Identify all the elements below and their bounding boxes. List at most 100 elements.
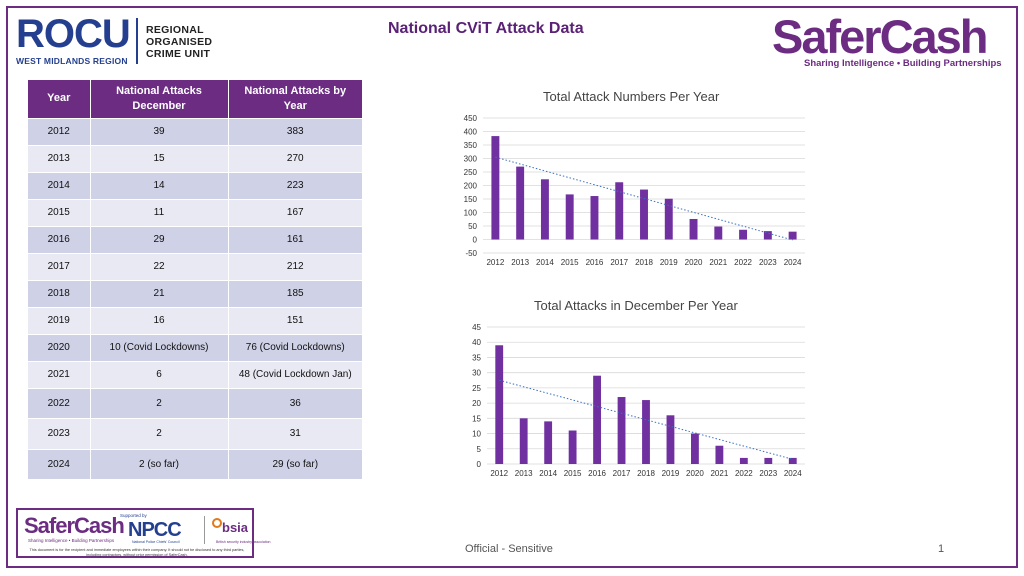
x-tick-label: 2019 xyxy=(660,258,678,267)
bar-2018 xyxy=(642,400,650,464)
attack-data-table: Year National Attacks December National … xyxy=(28,80,362,479)
cell-by-year: 151 xyxy=(228,306,362,334)
cell-year: 2019 xyxy=(28,306,91,334)
cell-year: 2013 xyxy=(28,144,91,172)
cell-by-year: 212 xyxy=(228,252,362,280)
table-row: 2020 10 (Covid Lockdowns) 76 (Covid Lockdo… xyxy=(28,333,362,361)
cell-december: 11 xyxy=(90,198,229,226)
distribution-note: This document is for the recipient and i… xyxy=(29,548,245,557)
x-tick-label: 2023 xyxy=(759,469,777,478)
x-tick-label: 2024 xyxy=(784,469,802,478)
y-tick-label: 50 xyxy=(468,222,477,231)
x-tick-label: 2015 xyxy=(561,258,579,267)
y-tick-label: 45 xyxy=(472,323,481,332)
page-title: National CViT Attack Data xyxy=(388,20,584,37)
x-tick-label: 2014 xyxy=(536,258,554,267)
y-tick-label: 15 xyxy=(472,414,481,423)
cell-by-year: 76 (Covid Lockdowns) xyxy=(228,333,362,361)
footer-safercash-tagline: Sharing Intelligence • Building Partners… xyxy=(28,538,115,543)
cell-december: 16 xyxy=(90,306,229,334)
safercash-tagline: Sharing Intelligence • Building Partners… xyxy=(804,58,1002,69)
chart-1-title: Total Attack Numbers Per Year xyxy=(543,89,720,104)
bar-2013 xyxy=(516,166,525,240)
cell-year: 2023 xyxy=(28,417,91,449)
rocu-divider xyxy=(136,18,138,64)
footer-logo-divider xyxy=(204,516,205,544)
y-tick-label: 150 xyxy=(464,195,478,204)
bar-2020 xyxy=(691,433,699,464)
bar-2016 xyxy=(590,196,599,240)
cell-year: 2024 xyxy=(28,448,91,479)
table-row: 2015 11 167 xyxy=(28,198,362,226)
cell-december: 2 (so far) xyxy=(90,448,229,479)
rocu-logo: ROCU WEST MIDLANDS REGION REGIONAL ORGAN… xyxy=(16,14,221,70)
rocu-unit-name: REGIONAL ORGANISED CRIME UNIT xyxy=(146,24,212,60)
table-row: 2013 15 270 xyxy=(28,144,362,172)
header-year: Year xyxy=(28,80,91,118)
y-tick-label: 450 xyxy=(464,114,478,123)
y-tick-label: 0 xyxy=(473,236,478,245)
cell-december: 15 xyxy=(90,144,229,172)
rocu-line-3: CRIME UNIT xyxy=(146,48,211,60)
cell-year: 2014 xyxy=(28,171,91,199)
y-tick-label: 5 xyxy=(477,445,482,454)
bar-2012 xyxy=(491,136,500,240)
bar-2022 xyxy=(739,229,748,240)
rocu-line-1: REGIONAL xyxy=(146,24,204,36)
cell-december: 39 xyxy=(90,117,229,145)
cell-by-year: 161 xyxy=(228,225,362,253)
bar-2013 xyxy=(519,418,528,464)
table-header-row: Year National Attacks December National … xyxy=(28,80,362,118)
bar-2018 xyxy=(640,189,648,240)
cell-by-year: 29 (so far) xyxy=(228,448,362,479)
bar-2022 xyxy=(739,457,748,464)
y-tick-label: 40 xyxy=(472,338,481,347)
bar-2014 xyxy=(544,421,553,464)
safercash-logo: SaferCash Sharing Intelligence • Buildin… xyxy=(772,12,1016,74)
y-tick-label: 0 xyxy=(477,460,482,469)
table-row: 2017 22 212 xyxy=(28,252,362,280)
cell-by-year: 36 xyxy=(228,387,362,418)
x-tick-label: 2014 xyxy=(539,469,557,478)
rocu-line-2: ORGANISED xyxy=(146,36,213,48)
page-number: 1 xyxy=(938,543,945,555)
cell-by-year: 270 xyxy=(228,144,362,172)
bar-2021 xyxy=(714,226,723,240)
cell-year: 2018 xyxy=(28,279,91,307)
table-row: 2022 2 36 xyxy=(28,387,362,418)
x-tick-label: 2022 xyxy=(735,469,753,478)
table-row: 2016 29 161 xyxy=(28,225,362,253)
x-tick-label: 2013 xyxy=(515,469,533,478)
cell-year: 2016 xyxy=(28,225,91,253)
cell-by-year: 185 xyxy=(228,279,362,307)
x-tick-label: 2018 xyxy=(635,258,653,267)
table-row: 2021 6 48 (Covid Lockdown Jan) xyxy=(28,360,362,388)
y-tick-label: 300 xyxy=(464,155,478,164)
bar-2017 xyxy=(617,397,626,464)
x-tick-label: 2021 xyxy=(710,469,728,478)
table-row: 2018 21 185 xyxy=(28,279,362,307)
x-tick-label: 2024 xyxy=(784,258,802,267)
bar-2023 xyxy=(764,457,773,464)
bar-2021 xyxy=(715,445,724,464)
chart-2-title: Total Attacks in December Per Year xyxy=(534,298,738,313)
cell-year: 2015 xyxy=(28,198,91,226)
bar-2015 xyxy=(568,430,577,464)
cell-by-year: 48 (Covid Lockdown Jan) xyxy=(228,360,362,388)
bsia-ring-icon xyxy=(212,518,222,528)
table-row: 2023 2 31 xyxy=(28,417,362,449)
bsia-subtitle: British security industry association xyxy=(216,540,271,544)
cell-december: 21 xyxy=(90,279,229,307)
x-tick-label: 2012 xyxy=(486,258,504,267)
bar-2015 xyxy=(565,194,574,240)
y-tick-label: 30 xyxy=(472,369,481,378)
x-tick-label: 2020 xyxy=(686,469,704,478)
cell-december: 10 (Covid Lockdowns) xyxy=(90,333,229,361)
bar-2017 xyxy=(615,182,624,240)
cell-year: 2012 xyxy=(28,117,91,145)
cell-year: 2017 xyxy=(28,252,91,280)
x-tick-label: 2013 xyxy=(511,258,529,267)
slide-frame xyxy=(6,6,1018,568)
x-tick-label: 2017 xyxy=(610,258,628,267)
cell-december: 14 xyxy=(90,171,229,199)
